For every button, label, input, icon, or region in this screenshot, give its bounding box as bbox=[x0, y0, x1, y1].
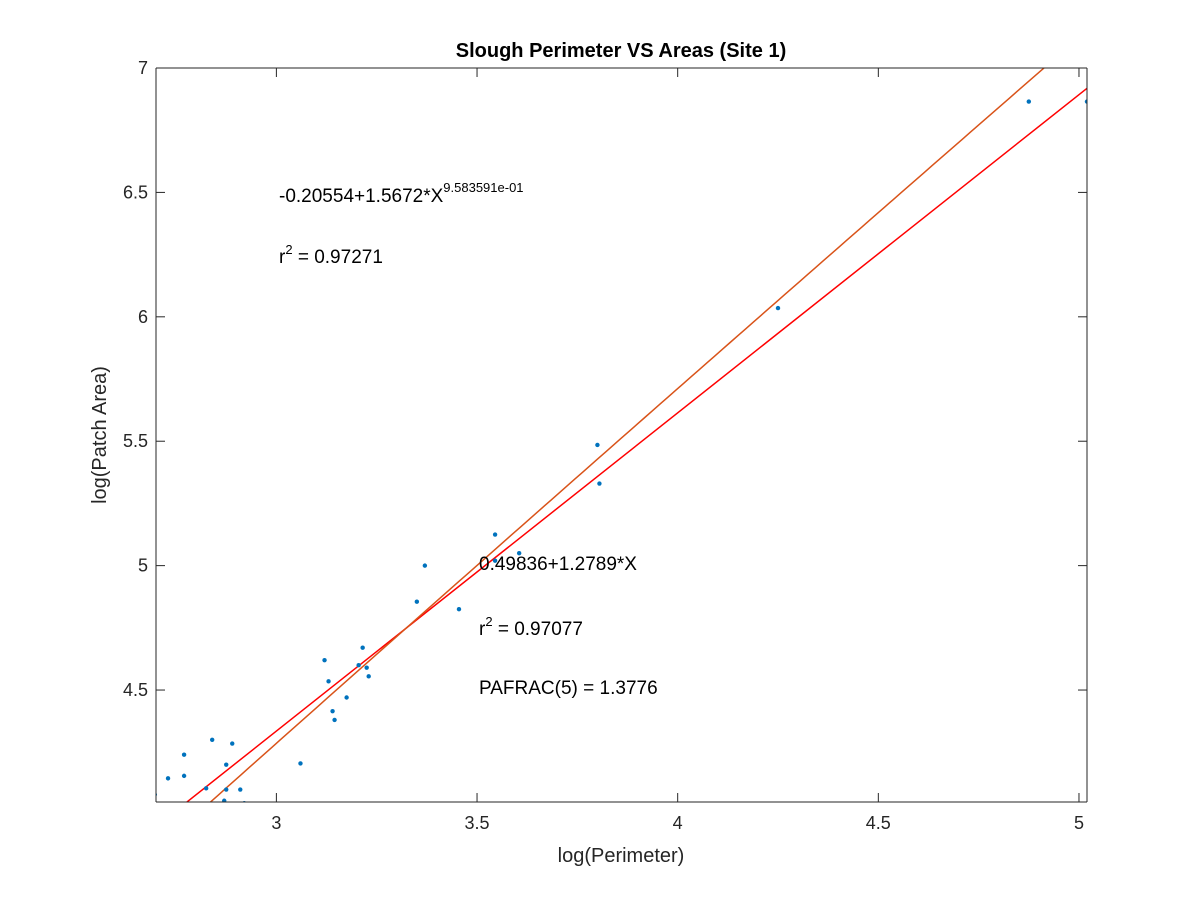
linear-fit-r2: r2 = 0.97077 bbox=[479, 614, 583, 640]
data-point bbox=[344, 695, 349, 700]
x-tick-label: 4 bbox=[673, 813, 683, 833]
data-point bbox=[456, 606, 462, 612]
linear-fit-r2-sup: 2 bbox=[485, 614, 492, 629]
linear-fit-r2-prefix: r bbox=[479, 619, 486, 640]
data-point bbox=[203, 786, 209, 791]
data-point bbox=[222, 798, 227, 802]
data-point bbox=[597, 481, 602, 486]
data-point bbox=[230, 741, 235, 746]
data-point bbox=[414, 599, 420, 604]
data-point bbox=[330, 708, 335, 714]
data-point bbox=[360, 645, 365, 650]
power-fit-r2-value: = 0.97271 bbox=[293, 247, 383, 268]
power-fit-r2-sup: 2 bbox=[285, 242, 292, 257]
data-point bbox=[775, 305, 781, 311]
data-point bbox=[298, 761, 303, 766]
y-tick-label: 7 bbox=[138, 58, 148, 78]
x-axis: 3 3.5 4 4.5 5 bbox=[271, 68, 1084, 833]
data-point bbox=[492, 532, 498, 537]
data-point bbox=[1084, 99, 1087, 104]
power-fit-equation-base: -0.20554+1.5672*X bbox=[279, 186, 444, 207]
x-axis-label: log(Perimeter) bbox=[558, 845, 685, 867]
y-tick-label: 6.5 bbox=[123, 182, 148, 202]
plot-area bbox=[156, 68, 1087, 802]
data-point bbox=[516, 550, 522, 556]
pafrac-label: PAFRAC(5) = 1.3776 bbox=[479, 678, 658, 699]
data-point bbox=[422, 563, 428, 568]
data-point bbox=[326, 679, 331, 684]
linear-fit-annotation: 0.49836+1.2789*X r2 = 0.97077 PAFRAC(5) … bbox=[479, 554, 658, 699]
x-tick-label: 3.5 bbox=[465, 813, 490, 833]
plot-frame bbox=[155, 67, 1088, 803]
data-point bbox=[181, 752, 187, 757]
linear-fit-r2-value: = 0.97077 bbox=[493, 619, 583, 640]
linear-fit-line bbox=[185, 87, 1087, 802]
data-point bbox=[165, 776, 171, 781]
x-tick-label: 4.5 bbox=[866, 813, 891, 833]
y-axis-label: log(Patch Area) bbox=[89, 366, 111, 504]
data-point bbox=[181, 773, 187, 779]
power-fit-exponent: 9.583591e-01 bbox=[443, 180, 523, 195]
fit-lines bbox=[185, 68, 1087, 802]
data-point bbox=[366, 674, 371, 679]
y-tick-label: 5.5 bbox=[123, 431, 148, 451]
data-point bbox=[356, 662, 361, 668]
x-tick-label: 5 bbox=[1074, 813, 1084, 833]
linear-fit-equation: 0.49836+1.2789*X bbox=[479, 554, 637, 575]
y-axis: 4.5 5 5.5 6 6.5 7 bbox=[123, 58, 1087, 700]
chart-title: Slough Perimeter VS Areas (Site 1) bbox=[456, 40, 786, 62]
data-point bbox=[1026, 99, 1032, 104]
data-point bbox=[364, 665, 369, 670]
power-fit-curve bbox=[209, 68, 1046, 802]
data-point bbox=[224, 762, 229, 767]
data-point bbox=[332, 717, 337, 723]
power-fit-annotation: -0.20554+1.5672*X9.583591e-01 r2 = 0.972… bbox=[279, 180, 524, 268]
data-point bbox=[209, 737, 215, 742]
power-fit-r2: r2 = 0.97271 bbox=[279, 242, 383, 268]
power-fit-equation: -0.20554+1.5672*X9.583591e-01 bbox=[279, 180, 524, 207]
data-point bbox=[224, 787, 229, 792]
x-tick-label: 3 bbox=[271, 813, 281, 833]
y-tick-label: 5 bbox=[138, 556, 148, 576]
power-fit-r2-prefix: r bbox=[279, 247, 286, 268]
data-point bbox=[322, 657, 327, 663]
scatter-points bbox=[156, 99, 1087, 802]
data-point bbox=[595, 442, 600, 448]
y-tick-label: 4.5 bbox=[123, 680, 148, 700]
data-point bbox=[492, 558, 498, 563]
data-point bbox=[238, 787, 243, 792]
y-tick-label: 6 bbox=[138, 307, 148, 327]
